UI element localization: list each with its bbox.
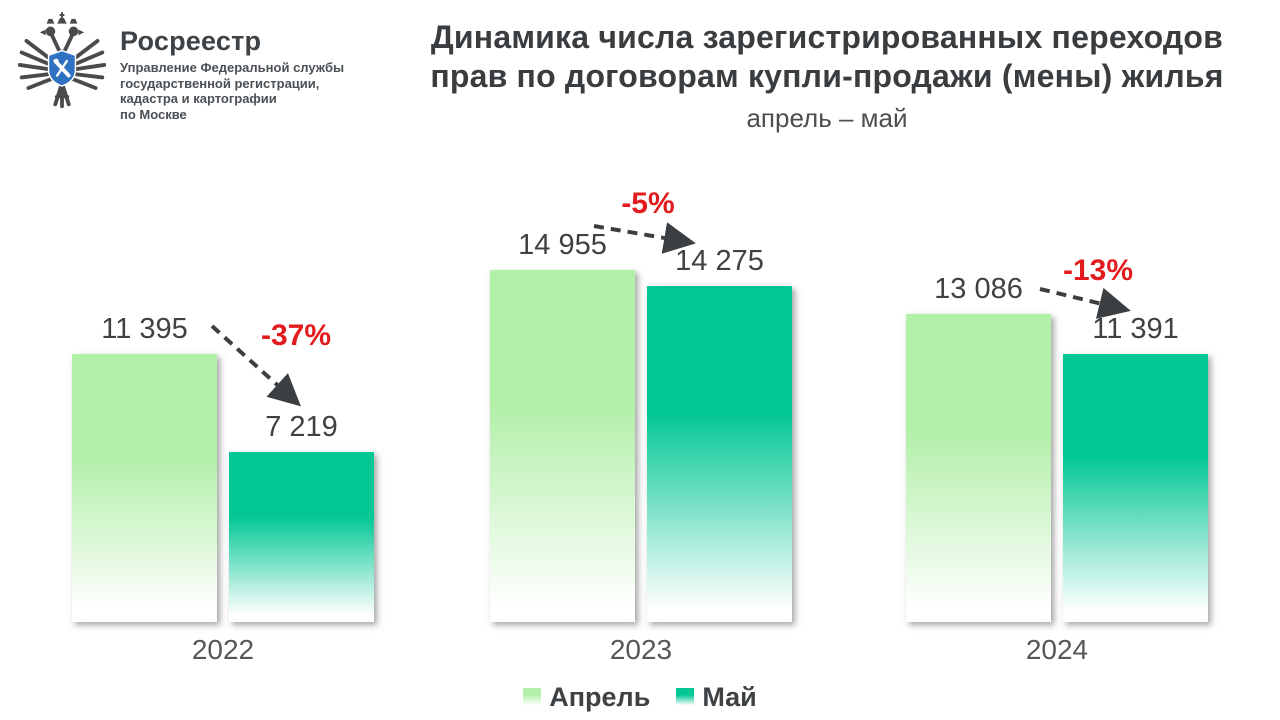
logo-org-line: кадастра и картографии [120, 91, 277, 106]
legend-item-may: Май [676, 682, 757, 712]
change-label-2022: -37% [260, 319, 332, 352]
page-title-line-2: прав по договорам купли-продажи (мены) ж… [430, 58, 1224, 94]
chart-header: Динамика числа зарегистрированных перехо… [377, 18, 1277, 134]
bar-may-2023 [647, 286, 792, 622]
logo-brand: Росреестр [120, 26, 262, 56]
value-label-april-2022: 11 395 [101, 313, 188, 345]
bar-april-2024 [906, 314, 1051, 622]
legend-swatch-may [676, 688, 695, 706]
logo-org-description: Управление Федеральной службы государств… [120, 60, 344, 122]
value-label-april-2023: 14 955 [518, 229, 607, 261]
year-label-2024: 2024 [1025, 634, 1089, 665]
chart-legend: Апрель Май [0, 680, 1280, 714]
logo-org-line: Управление Федеральной службы [120, 60, 345, 75]
value-label-may-2023: 14 275 [675, 245, 764, 277]
rosreestr-eagle-emblem-icon [17, 12, 107, 109]
change-label-2023: -5% [621, 187, 675, 220]
value-label-may-2024: 11 391 [1092, 313, 1179, 345]
legend-label-april: Апрель [549, 682, 651, 712]
legend-item-april: Апрель [523, 683, 650, 711]
value-label-april-2024: 13 086 [934, 273, 1023, 305]
bar-april-2023 [490, 270, 635, 622]
logo-org-line: государственной регистрации, [120, 75, 320, 91]
legend-swatch-april [523, 688, 542, 706]
bar-may-2024 [1063, 354, 1208, 622]
bar-april-2022 [72, 354, 217, 622]
year-label-2022: 2022 [191, 634, 255, 665]
rosreestr-logo: Росреестр Управление Федеральной службы … [14, 10, 344, 122]
legend-label-may: Май [702, 682, 757, 712]
bar-may-2022 [229, 452, 374, 622]
logo-text: Росреестр Управление Федеральной службы … [120, 10, 344, 122]
page-subtitle: апрель – май [746, 103, 908, 133]
change-label-2024: -13% [1062, 254, 1134, 287]
value-label-may-2022: 7 219 [265, 411, 338, 443]
year-label-2023: 2023 [609, 634, 673, 665]
logo-org-line: по Москве [120, 106, 187, 122]
page-title-line-1: Динамика числа зарегистрированных перехо… [430, 19, 1224, 55]
